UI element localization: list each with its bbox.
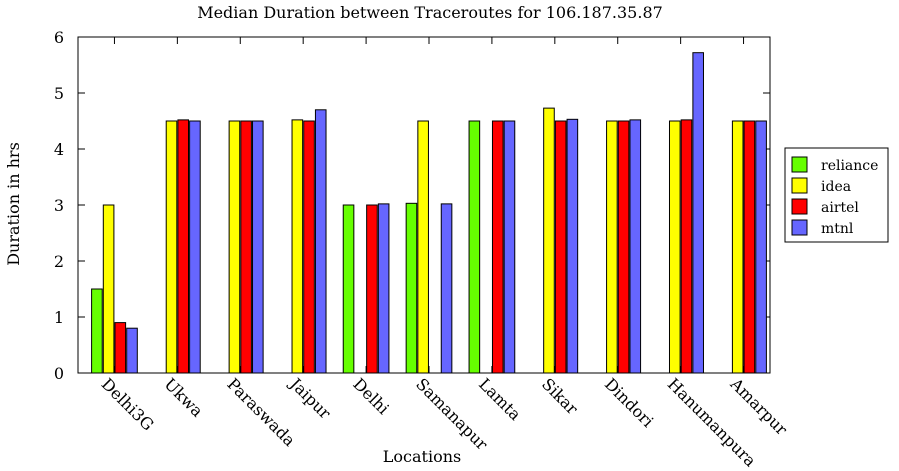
bar-reliance-samanapur <box>405 202 418 374</box>
bar-airtel-jaipur <box>303 120 315 374</box>
x-tick-label: Ukwa <box>161 374 208 421</box>
bar-mtnl-delhi3g <box>126 327 138 374</box>
y-axis-label: Duration in hrs <box>4 142 23 266</box>
y-tick-label: 0 <box>54 364 64 383</box>
chart-title: Median Duration between Traceroutes for … <box>197 3 663 22</box>
x-tick-label: Delhi3G <box>98 374 158 434</box>
legend-swatch-mtnl <box>791 219 808 236</box>
bar-airtel-paraswada <box>240 120 252 374</box>
bar-idea-amarpur <box>731 120 744 374</box>
bar-airtel-sikar <box>554 120 567 374</box>
bar-mtnl-samanapur <box>440 203 453 374</box>
y-tick-labels: 0 1 2 3 4 5 6 <box>54 28 64 383</box>
bar-airtel-ukwa <box>177 119 190 374</box>
bar-mtnl-lamta <box>503 120 516 374</box>
bar-airtel-delhi <box>366 204 378 374</box>
legend-label-airtel: airtel <box>821 200 859 216</box>
x-tick-label: Amarpur <box>726 374 791 439</box>
bar-idea-hanumanpura <box>668 120 681 374</box>
bar-airtel-amarpur <box>743 120 756 374</box>
bar-airtel-delhi3g <box>114 322 127 374</box>
bar-mtnl-ukwa <box>189 120 201 374</box>
legend-swatch-reliance <box>791 156 808 173</box>
legend-swatch-idea <box>791 177 808 194</box>
bar-mtnl-amarpur <box>755 120 767 374</box>
bar-idea-sikar <box>543 107 555 374</box>
bar-airtel-dindori <box>617 120 630 374</box>
x-tick-label: Delhi <box>349 374 393 418</box>
y-tick-label: 3 <box>54 196 64 215</box>
bar-mtnl-paraswada <box>252 120 264 374</box>
bar-mtnl-sikar <box>566 118 579 374</box>
x-tick-label: Dindori <box>601 374 657 430</box>
legend-label-idea: idea <box>821 179 851 195</box>
y-tick-label: 2 <box>54 252 64 271</box>
plot-frame <box>77 36 771 374</box>
x-tick-label: Jaipur <box>285 373 335 423</box>
y-tick-label: 5 <box>54 84 64 103</box>
bar-idea-samanapur <box>417 120 429 374</box>
legend-label-mtnl: mtnl <box>821 221 854 237</box>
x-tick-label: Lamta <box>475 374 525 424</box>
legend-label-reliance: reliance <box>821 158 878 174</box>
bar-mtnl-delhi <box>377 203 390 374</box>
bar-idea-dindori <box>606 120 618 374</box>
x-tick-label: Sikar <box>538 374 582 418</box>
x-axis-label: Locations <box>383 447 461 466</box>
bar-airtel-hanumanpura <box>680 119 693 374</box>
bars <box>91 52 767 374</box>
y-tick-label: 1 <box>54 308 64 327</box>
bar-mtnl-dindori <box>629 119 642 374</box>
bar-idea-jaipur <box>291 119 304 374</box>
bar-reliance-delhi <box>342 204 355 374</box>
bar-idea-delhi3g <box>102 204 115 374</box>
bar-reliance-delhi3g <box>91 288 103 374</box>
bar-idea-ukwa <box>165 120 178 374</box>
y-tick-label: 6 <box>54 28 64 47</box>
y-tick-label: 4 <box>54 140 64 159</box>
bar-mtnl-hanumanpura <box>692 52 704 374</box>
bar-idea-paraswada <box>228 120 241 374</box>
bar-airtel-lamta <box>491 120 504 374</box>
bar-reliance-lamta <box>468 120 481 374</box>
legend: reliance idea airtel mtnl <box>784 147 889 243</box>
legend-swatch-airtel <box>791 198 808 215</box>
bar-mtnl-jaipur <box>314 109 327 374</box>
